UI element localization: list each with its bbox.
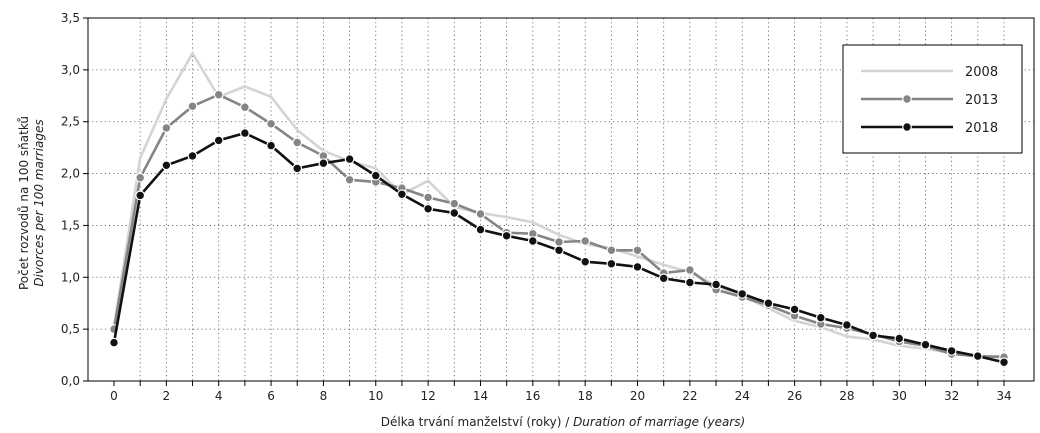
data-point bbox=[423, 203, 434, 214]
data-point bbox=[292, 163, 303, 174]
data-point bbox=[606, 245, 617, 256]
plot-area-frame bbox=[87, 17, 1035, 382]
data-point bbox=[161, 122, 172, 133]
x-tick-label: 24 bbox=[735, 389, 750, 403]
data-point bbox=[711, 279, 721, 290]
x-tick-label: 2 bbox=[163, 389, 171, 403]
x-tick-label: 4 bbox=[215, 389, 223, 403]
y-tick-label: 1,5 bbox=[61, 218, 80, 232]
data-point bbox=[501, 230, 512, 241]
y-axis-title-main: Počet rozvodů na 100 sňatků bbox=[17, 116, 31, 290]
x-tick-label: 12 bbox=[420, 389, 435, 403]
legend-label: 2018 bbox=[965, 121, 998, 136]
data-point bbox=[239, 128, 250, 139]
gridlines bbox=[88, 18, 1034, 381]
x-tick-label: 20 bbox=[630, 389, 645, 403]
x-tick-label: 26 bbox=[787, 389, 802, 403]
legend: 2008 2013 2018 bbox=[842, 44, 1023, 154]
data-point bbox=[187, 150, 198, 161]
data-point bbox=[449, 198, 460, 209]
data-point bbox=[527, 236, 538, 246]
data-point bbox=[946, 346, 957, 356]
x-tick-label: 32 bbox=[944, 389, 959, 403]
x-axis-title-italic: Duration of marriage (years) bbox=[573, 415, 745, 429]
x-axis-title-main: Délka trvání manželství (roky) / bbox=[381, 415, 573, 429]
data-point bbox=[213, 135, 224, 146]
data-point bbox=[868, 330, 878, 341]
data-point bbox=[292, 137, 303, 148]
legend-label: 2008 bbox=[965, 65, 998, 80]
y-axis-title: Počet rozvodů na 100 sňatků Divorces per… bbox=[17, 116, 46, 290]
axis-ticks: 0,00,51,01,52,02,53,03,50 2 4 6 8 10 12 14 16 18 2… bbox=[61, 11, 1012, 403]
legend-swatch-marker bbox=[902, 122, 912, 132]
data-point bbox=[135, 190, 146, 201]
data-point bbox=[658, 273, 669, 284]
y-tick-label: 2,5 bbox=[61, 115, 80, 129]
y-tick-label: 0,0 bbox=[61, 374, 80, 388]
x-tick-label: 22 bbox=[682, 389, 697, 403]
y-tick-label: 3,0 bbox=[61, 63, 80, 77]
y-tick-label: 2,0 bbox=[61, 167, 80, 181]
y-axis-title-italic: Divorces per 100 marriages bbox=[32, 119, 46, 286]
x-tick-label: 30 bbox=[892, 389, 907, 403]
data-point bbox=[842, 320, 852, 330]
y-tick-label: 1,0 bbox=[61, 270, 80, 284]
series-layer bbox=[109, 52, 1009, 368]
x-tick-label: 16 bbox=[525, 389, 540, 403]
data-point bbox=[920, 339, 931, 350]
data-point bbox=[135, 172, 146, 183]
legend-swatch-marker bbox=[902, 94, 912, 104]
x-tick-label: 8 bbox=[320, 389, 328, 403]
data-point bbox=[972, 351, 983, 362]
data-point bbox=[685, 277, 695, 288]
x-tick-label: 10 bbox=[368, 389, 383, 403]
data-point bbox=[815, 312, 826, 323]
data-point bbox=[370, 170, 381, 181]
data-point bbox=[344, 174, 355, 185]
y-tick-label: 3,5 bbox=[61, 11, 80, 25]
data-point bbox=[318, 158, 329, 169]
data-point bbox=[894, 333, 905, 344]
series-2008 bbox=[112, 52, 1005, 359]
x-tick-label: 28 bbox=[839, 389, 854, 403]
y-tick-label: 0,5 bbox=[61, 322, 80, 336]
data-point bbox=[239, 102, 250, 113]
data-point bbox=[423, 192, 434, 203]
data-point bbox=[763, 298, 774, 309]
x-tick-label: 6 bbox=[267, 389, 275, 403]
data-point bbox=[632, 245, 643, 256]
data-point bbox=[266, 140, 277, 151]
data-point bbox=[161, 160, 172, 171]
data-point bbox=[344, 154, 355, 165]
x-tick-label: 18 bbox=[578, 389, 593, 403]
x-tick-label: 14 bbox=[473, 389, 488, 403]
data-point bbox=[475, 224, 486, 235]
data-point bbox=[213, 89, 224, 100]
data-point bbox=[475, 209, 486, 219]
data-point bbox=[685, 265, 695, 275]
series-line-2008 bbox=[112, 52, 1005, 359]
data-point bbox=[999, 357, 1009, 368]
data-point bbox=[266, 118, 277, 129]
data-point bbox=[737, 289, 748, 299]
x-tick-label: 0 bbox=[110, 389, 118, 403]
x-axis-title: Délka trvání manželství (roky) / Duratio… bbox=[381, 415, 745, 429]
x-tick-label: 34 bbox=[996, 389, 1011, 403]
data-point bbox=[109, 337, 119, 348]
data-point bbox=[580, 256, 591, 267]
data-point bbox=[554, 245, 564, 256]
data-point bbox=[449, 208, 460, 218]
data-point bbox=[606, 258, 617, 269]
data-point bbox=[632, 262, 643, 272]
data-point bbox=[554, 237, 564, 247]
data-point bbox=[580, 236, 591, 246]
series-2018 bbox=[109, 128, 1009, 368]
data-point bbox=[187, 101, 198, 112]
legend-label: 2013 bbox=[965, 93, 998, 108]
data-point bbox=[397, 189, 407, 200]
data-point bbox=[789, 304, 800, 315]
